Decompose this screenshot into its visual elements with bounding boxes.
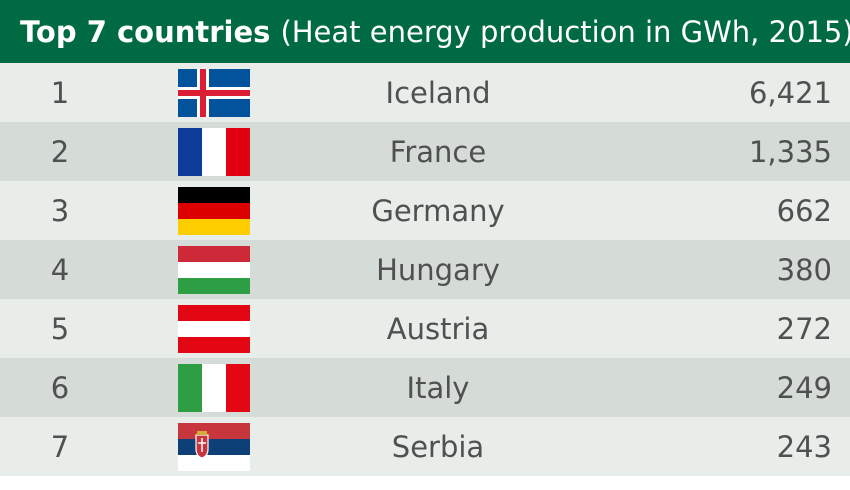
- table-row: 6 Italy 249: [0, 358, 850, 417]
- iceland-flag-icon: [178, 68, 250, 117]
- rank-cell: 2: [50, 134, 70, 169]
- table-row: 2 France 1,335: [0, 122, 850, 181]
- italy-flag-icon: [178, 363, 250, 412]
- table-row: 3 Germany 662: [0, 181, 850, 240]
- value-cell: 662: [776, 193, 832, 228]
- rank-cell: 5: [50, 311, 70, 346]
- value-cell: 6,421: [748, 75, 832, 110]
- germany-flag-icon: [178, 186, 250, 235]
- rank-cell: 6: [50, 370, 70, 405]
- hungary-flag-icon: [178, 245, 250, 294]
- rank-cell: 3: [50, 193, 70, 228]
- value-cell: 249: [776, 370, 832, 405]
- table-header: Top 7 countries (Heat energy production …: [0, 0, 850, 63]
- country-cell: Austria: [386, 311, 490, 346]
- value-cell: 1,335: [748, 134, 832, 169]
- serbia-flag-icon: [178, 422, 250, 471]
- country-cell: Iceland: [385, 75, 491, 110]
- table-row: 7 Serbia 243: [0, 417, 850, 476]
- header-title-rest: (Heat energy production in GWh, 2015): [280, 14, 850, 49]
- country-cell: Hungary: [376, 252, 500, 287]
- table-row: 1 Iceland 6,421: [0, 63, 850, 122]
- country-cell: France: [389, 134, 487, 169]
- value-cell: 272: [776, 311, 832, 346]
- value-cell: 380: [776, 252, 832, 287]
- table-row: 4 Hungary 380: [0, 240, 850, 299]
- france-flag-icon: [178, 127, 250, 176]
- rank-cell: 1: [50, 75, 70, 110]
- austria-flag-icon: [178, 304, 250, 353]
- header-title-bold: Top 7 countries: [20, 14, 271, 49]
- country-cell: Germany: [371, 193, 505, 228]
- value-cell: 243: [776, 429, 832, 464]
- rank-cell: 7: [50, 429, 70, 464]
- country-cell: Italy: [406, 370, 470, 405]
- country-cell: Serbia: [391, 429, 485, 464]
- rank-cell: 4: [50, 252, 70, 287]
- table-row: 5 Austria 272: [0, 299, 850, 358]
- ranking-table: Top 7 countries (Heat energy production …: [0, 0, 850, 476]
